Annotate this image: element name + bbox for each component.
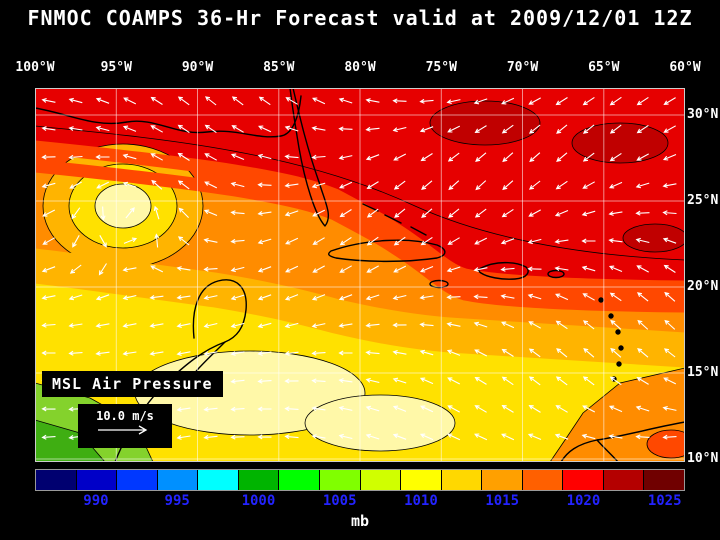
colorbar-cell (644, 470, 684, 490)
colorbar-cell (482, 470, 523, 490)
colorbar-tick-labels: 990 995 1000 1005 1010 1015 1020 1025 (35, 493, 685, 510)
lon-tick-label: 70°W (506, 60, 539, 75)
lat-tick-label: 10°N (687, 451, 719, 466)
colorbar-cell (76, 470, 118, 490)
map-border (35, 88, 685, 462)
latitude-axis-left: 30°N25°N20°N15°N10°N (1, 0, 67, 540)
field-name-label: MSL Air Pressure (42, 371, 223, 397)
colorbar-cell (279, 470, 320, 490)
pressure-map (35, 88, 685, 462)
colorbar-tick: 990 (83, 493, 109, 509)
colorbar-cell (522, 470, 564, 490)
wind-scale-arrow-icon (98, 425, 148, 435)
wind-scale-legend: 10.0 m/s (78, 404, 172, 448)
lon-tick-label: 90°W (181, 60, 214, 75)
latitude-axis-right: 30°N 25°N 20°N 15°N 10°N (687, 0, 720, 540)
colorbar-cell (319, 470, 361, 490)
lon-tick-label: 65°W (588, 60, 620, 75)
colorbar (35, 469, 685, 491)
colorbar-tick: 995 (164, 493, 190, 509)
colorbar-tick: 1020 (566, 493, 601, 509)
longitude-axis: 100°W 95°W 90°W 85°W 80°W 75°W 70°W 65°W 60°W (0, 60, 720, 78)
map-panel (35, 88, 685, 462)
colorbar-unit-label: mb (350, 512, 370, 530)
lon-tick-label: 75°W (425, 60, 457, 75)
colorbar-cell (117, 470, 158, 490)
lon-tick-label: 80°W (344, 60, 376, 75)
lat-tick-label: 15°N (687, 365, 719, 380)
colorbar-cell (360, 470, 402, 490)
lon-tick-label: 85°W (263, 60, 295, 75)
colorbar-cell (238, 470, 280, 490)
colorbar-cell (441, 470, 483, 490)
page-title: FNMOC COAMPS 36-Hr Forecast valid at 200… (27, 6, 693, 30)
lat-tick-label: 20°N (687, 279, 719, 294)
lat-tick-label: 25°N (687, 193, 719, 208)
lon-tick-label: 60°W (669, 60, 701, 75)
lon-tick-label: 95°W (100, 60, 132, 75)
colorbar-cell (401, 470, 442, 490)
colorbar-tick: 1010 (404, 493, 438, 509)
colorbar-cell (603, 470, 645, 490)
colorbar-tick: 1000 (241, 493, 276, 509)
colorbar-tick: 1005 (322, 493, 357, 509)
colorbar-tick: 1015 (485, 493, 520, 509)
pressure-contours (35, 125, 685, 360)
lon-tick-label: 100°W (15, 60, 55, 75)
colorbar-cell (198, 470, 239, 490)
colorbar-cell (563, 470, 604, 490)
wind-scale-label: 10.0 m/s (96, 409, 154, 423)
colorbar-tick: 1025 (647, 493, 682, 509)
lat-tick-label: 30°N (687, 107, 719, 122)
colorbar-cell (157, 470, 199, 490)
colorbar-cell (36, 470, 77, 490)
